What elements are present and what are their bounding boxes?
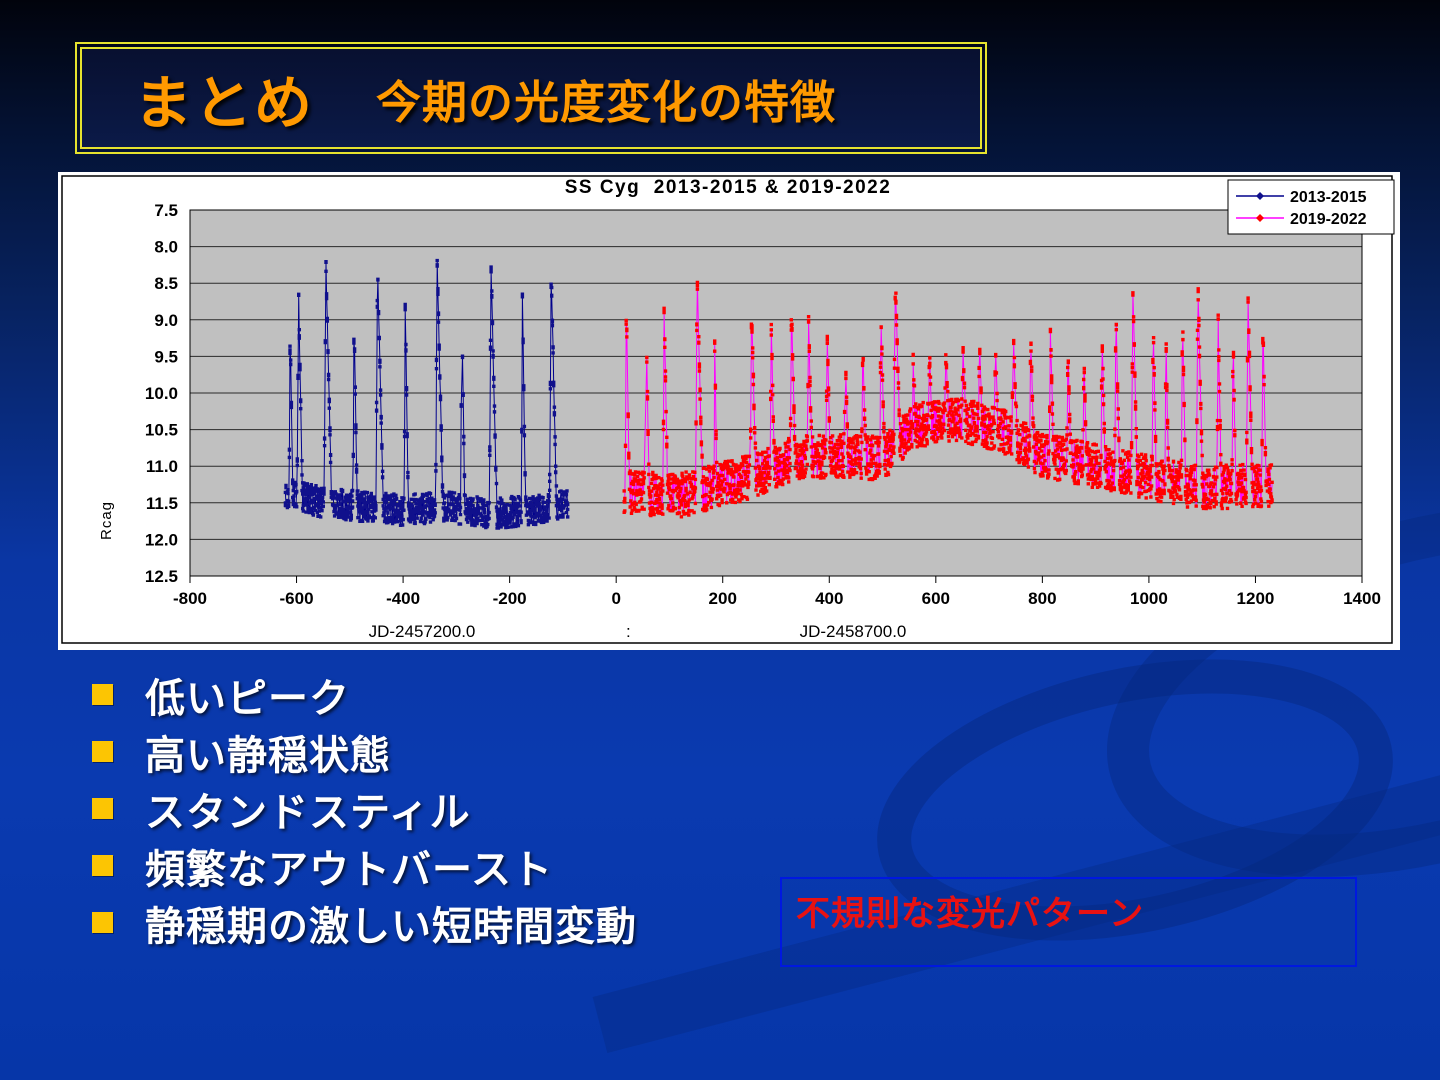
title-box: まとめ 今期の光度変化の特徴 bbox=[75, 42, 987, 154]
svg-text:11.5: 11.5 bbox=[146, 494, 178, 513]
bullet-text: 静穏期の激しい短時間変動 bbox=[145, 904, 637, 949]
bullet-square-icon bbox=[92, 741, 113, 762]
list-item: 頻繁なアウトバースト bbox=[92, 837, 637, 894]
svg-text:2013-2015: 2013-2015 bbox=[1290, 189, 1367, 206]
svg-text:9.5: 9.5 bbox=[154, 347, 178, 366]
bullet-square-icon bbox=[92, 912, 113, 933]
list-item: スタンドスティル bbox=[92, 780, 637, 837]
svg-text:400: 400 bbox=[815, 589, 843, 608]
bullet-text: 高い静穏状態 bbox=[145, 733, 391, 778]
svg-text:1200: 1200 bbox=[1237, 589, 1275, 608]
svg-text:8.5: 8.5 bbox=[154, 274, 178, 293]
svg-text:10.5: 10.5 bbox=[145, 421, 178, 440]
y-axis-label: Rcag bbox=[98, 500, 115, 540]
svg-text:-600: -600 bbox=[280, 589, 314, 608]
x-axis-label-separator: : bbox=[626, 622, 631, 641]
slide-title: まとめ bbox=[134, 71, 315, 136]
callout-box: 不規則な変光パターン bbox=[780, 877, 1357, 967]
svg-text:200: 200 bbox=[709, 589, 737, 608]
svg-text:12.5: 12.5 bbox=[145, 567, 178, 586]
svg-text:1000: 1000 bbox=[1130, 589, 1168, 608]
svg-text:9.0: 9.0 bbox=[154, 311, 178, 330]
svg-text:10.0: 10.0 bbox=[145, 384, 178, 403]
svg-text:2019-2022: 2019-2022 bbox=[1290, 211, 1367, 228]
svg-text:8.0: 8.0 bbox=[154, 238, 178, 257]
svg-text:0: 0 bbox=[611, 589, 620, 608]
svg-text:800: 800 bbox=[1028, 589, 1056, 608]
bullet-text: 頻繁なアウトバースト bbox=[145, 847, 553, 892]
svg-text:-800: -800 bbox=[173, 589, 207, 608]
bullet-square-icon bbox=[92, 798, 113, 819]
svg-text:7.5: 7.5 bbox=[154, 201, 178, 220]
svg-text:11.0: 11.0 bbox=[146, 457, 178, 476]
bullet-square-icon bbox=[92, 855, 113, 876]
chart-title: SS Cyg 2013-2015 & 2019-2022 bbox=[564, 177, 892, 198]
x-axis-label-left: JD-2457200.0 bbox=[368, 622, 476, 641]
bullet-list: 低いピーク 高い静穏状態 スタンドスティル 頻繁なアウトバースト 静穏期の激しい… bbox=[92, 666, 637, 951]
svg-text:-200: -200 bbox=[493, 589, 527, 608]
list-item: 高い静穏状態 bbox=[92, 723, 637, 780]
svg-text:-400: -400 bbox=[386, 589, 420, 608]
svg-text:1400: 1400 bbox=[1343, 589, 1381, 608]
bullet-square-icon bbox=[92, 684, 113, 705]
list-item: 低いピーク bbox=[92, 666, 637, 723]
title-box-inner: まとめ 今期の光度変化の特徴 bbox=[80, 47, 982, 149]
bullet-text: 低いピーク bbox=[145, 676, 350, 721]
light-curve-chart: 7.5 8.0 8.5 9.0 9.5 10.0 10.5 11.0 11.5 12.0 12.5 -… bbox=[58, 172, 1400, 650]
callout-text: 不規則な変光パターン bbox=[796, 895, 1145, 933]
slide-subtitle: 今期の光度変化の特徴 bbox=[376, 76, 837, 128]
bullet-text: スタンドスティル bbox=[145, 790, 471, 835]
light-curve-plot: 7.5 8.0 8.5 9.0 9.5 10.0 10.5 11.0 11.5 12.0 12.5 -… bbox=[61, 175, 1395, 644]
svg-text:12.0: 12.0 bbox=[145, 530, 178, 549]
x-axis-label-right: JD-2458700.0 bbox=[799, 622, 907, 641]
list-item: 静穏期の激しい短時間変動 bbox=[92, 894, 637, 951]
svg-text:600: 600 bbox=[922, 589, 950, 608]
